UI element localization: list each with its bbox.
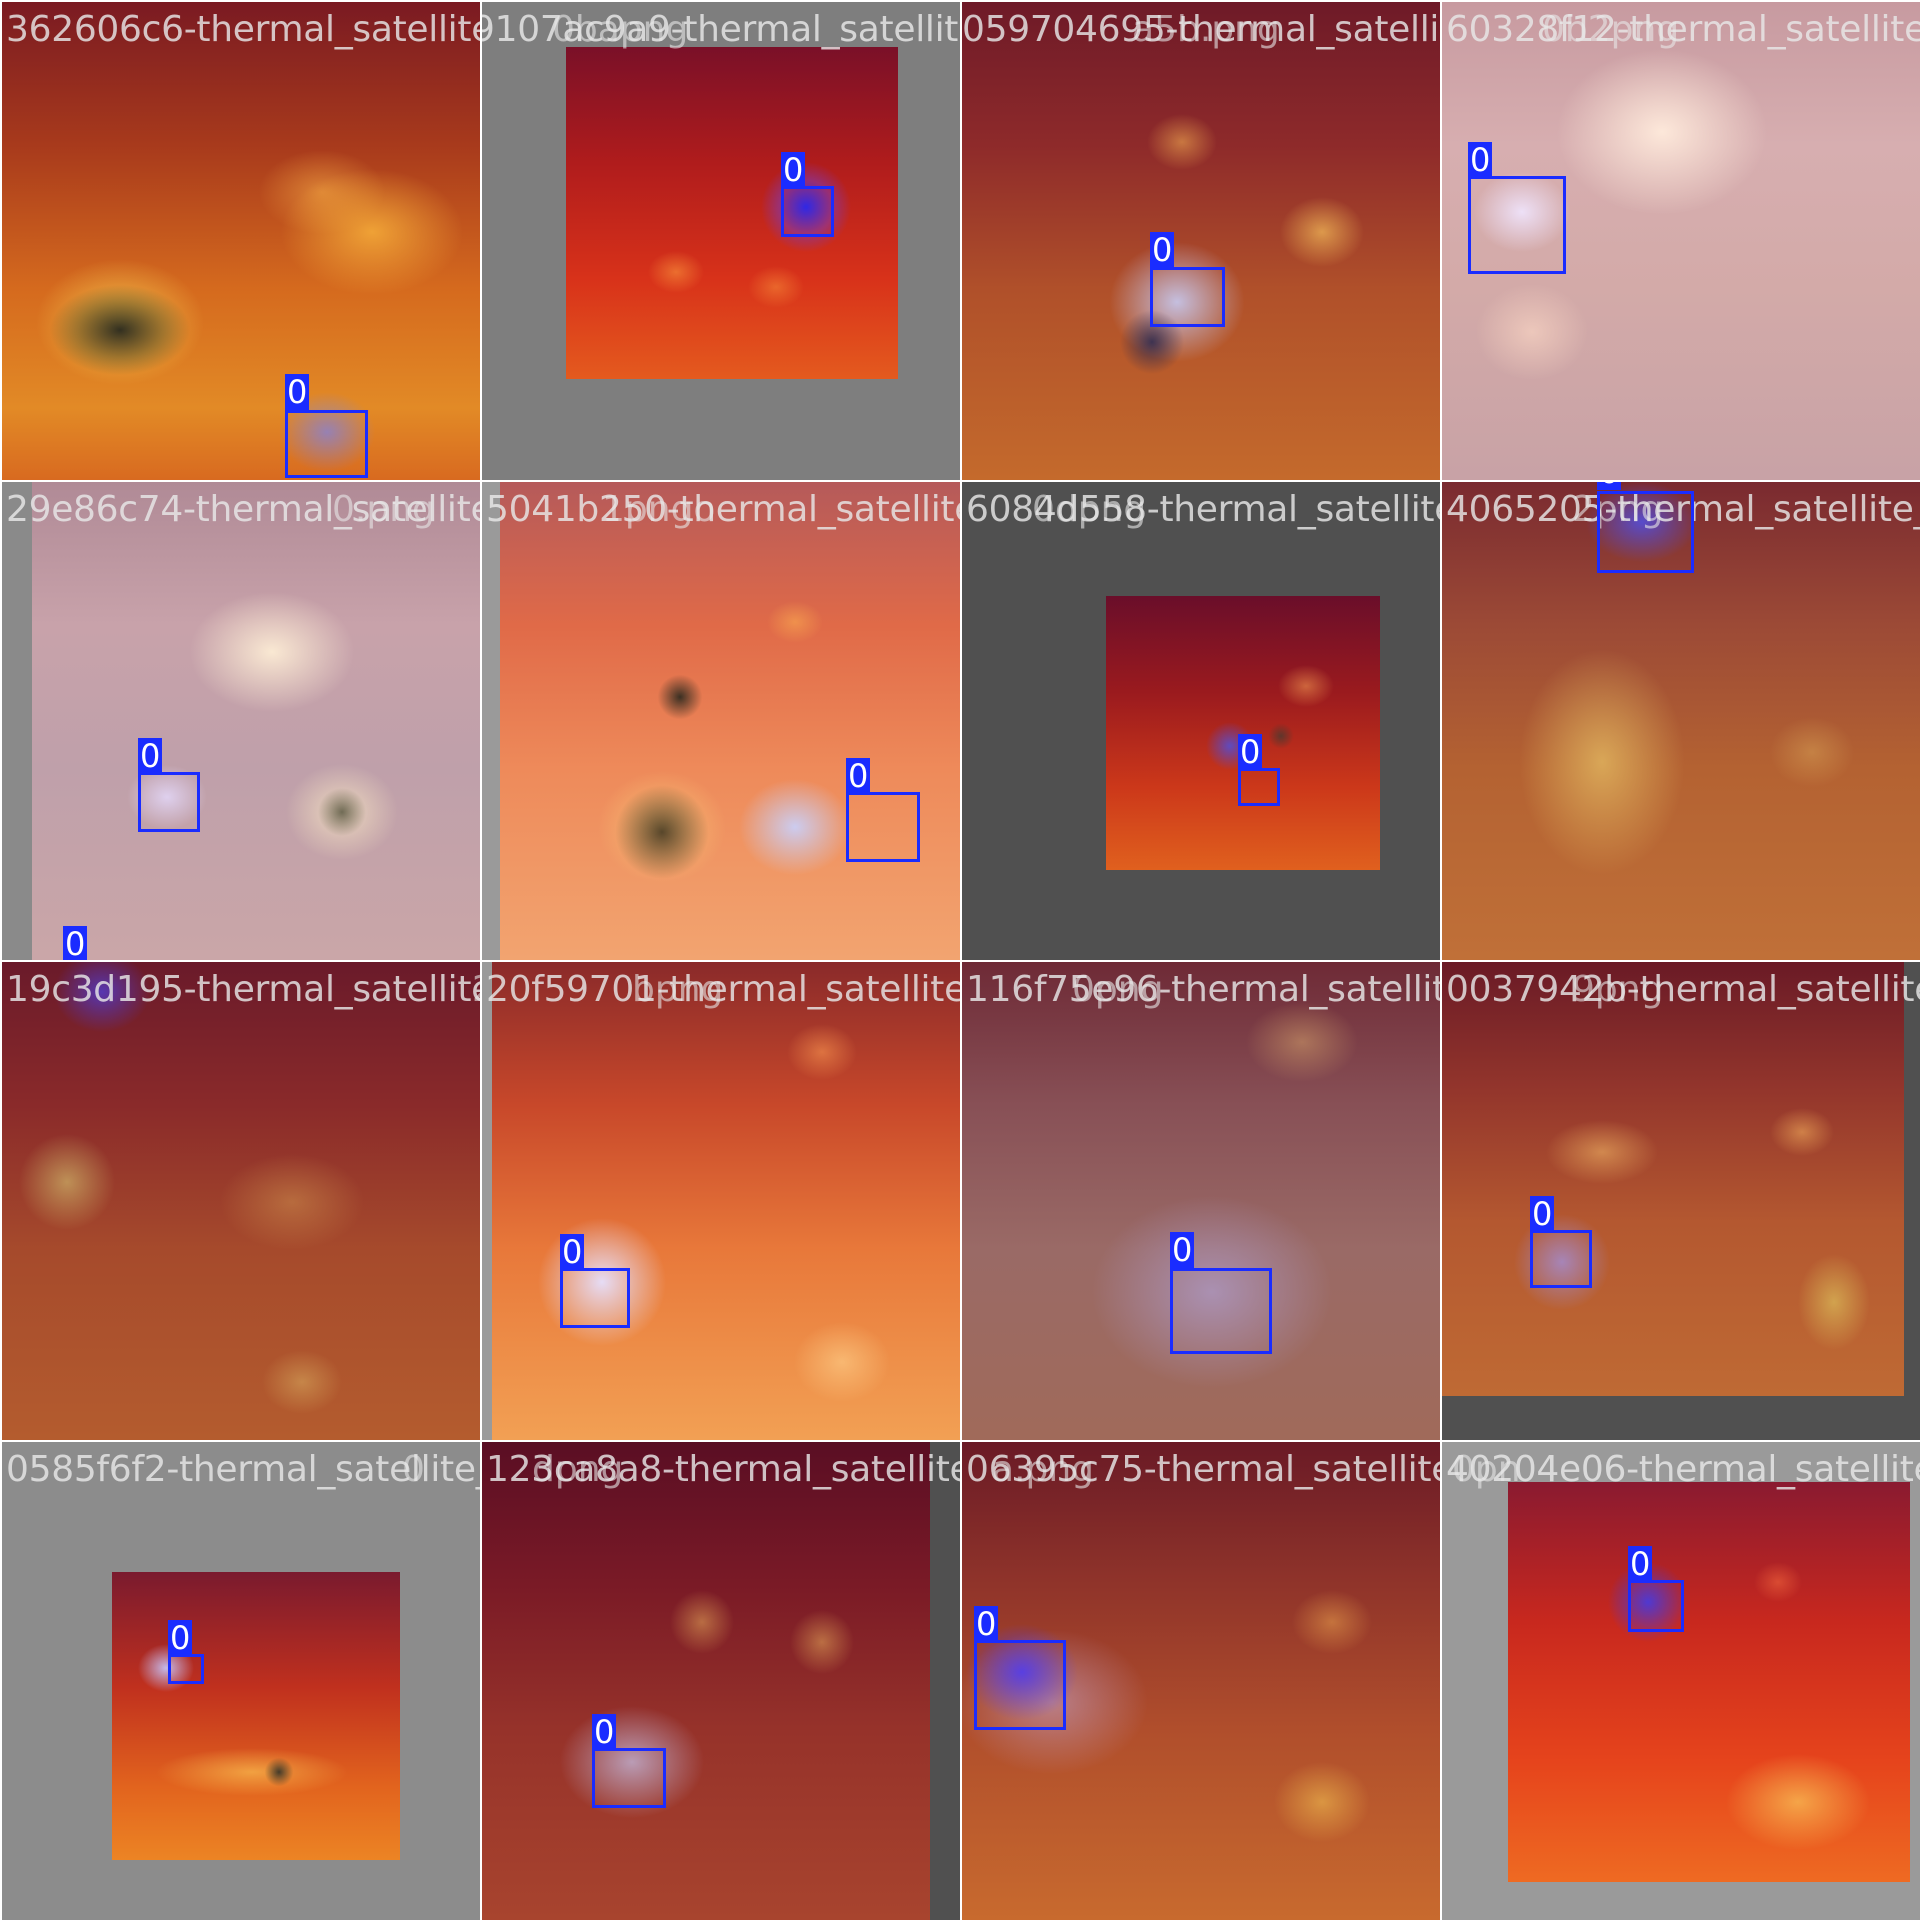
tile-filename: 40204e06-thermal_satellite_ <box>1446 1450 1920 1490</box>
class-label-badge: 0 <box>63 926 87 960</box>
thermal-image <box>112 1572 400 1860</box>
detection-box <box>1150 267 1225 327</box>
detection-box <box>1530 1230 1592 1288</box>
class-label-badge: 0 <box>1597 482 1621 490</box>
tile[interactable]: 0bapng 9107ac9a9-thermal_satellite_ 0 <box>482 2 960 480</box>
class-label-badge: 0 <box>846 758 870 794</box>
tile[interactable]: 0dpng 6084d558-thermal_satellite_ 0 <box>962 482 1440 960</box>
class-label-badge: 0 <box>1468 142 1492 178</box>
tile[interactable]: 2png 4065205-thermal_satellite_ 0 <box>1442 482 1920 960</box>
class-label-badge: 0 <box>285 374 309 410</box>
tile-filename: 9107ac9a9-thermal_satellite_ <box>482 10 960 50</box>
tile-filename: 362606c6-thermal_satellite_ <box>6 10 480 50</box>
thermal-image <box>32 482 480 960</box>
tile-filename: 19c3d195-thermal_satellite_ <box>6 970 480 1010</box>
detection-box <box>781 186 834 237</box>
class-label-badge: 0 <box>592 1714 616 1750</box>
tile-filename: 20f59701-thermal_satellite_ <box>486 970 960 1010</box>
detection-box <box>974 1640 1066 1730</box>
tile[interactable]: 1pngo 5041b250-thermal_satellite_ 0 <box>482 482 960 960</box>
thermal-image <box>2 962 480 1440</box>
thermal-image <box>500 482 960 960</box>
tile[interactable]: 0png 116f75e96-thermal_satellite_ 0 <box>962 962 1440 1440</box>
tile-filename: 116f75e96-thermal_satellite_ <box>966 970 1440 1010</box>
tile[interactable]: 20 19c3d195-thermal_satellite_ <box>2 962 480 1440</box>
thermal-image <box>1442 962 1904 1396</box>
tile-filename: 60328f12-thermal_satellite_ <box>1446 10 1920 50</box>
thermal-image <box>566 47 898 379</box>
detection-box <box>1170 1268 1272 1354</box>
detection-box <box>138 772 200 832</box>
class-label-badge: 0 <box>1530 1196 1554 1232</box>
tile[interactable]: bpng 20f59701-thermal_satellite_ 0 <box>482 962 960 1440</box>
class-label-badge: 0 <box>138 738 162 774</box>
detection-box <box>285 410 368 478</box>
tile-filename: 059704695-thermal_satellite_ <box>962 10 1440 50</box>
detection-box <box>592 1748 666 1808</box>
tile[interactable]: 9png 0037942b-thermal_satellite_ 0 <box>1442 962 1920 1440</box>
tile[interactable]: 0b2png 60328f12-thermal_satellite_ 0 <box>1442 2 1920 480</box>
detection-box <box>560 1268 630 1328</box>
tile[interactable]: a.png 06395c75-thermal_satellite_ 0 <box>962 1442 1440 1920</box>
class-label-badge: 0 <box>1628 1546 1652 1582</box>
tile[interactable]: dpng 123ca8a8-thermal_satellite_ 0 <box>482 1442 960 1920</box>
tile-filename: 123ca8a8-thermal_satellite_ <box>486 1450 960 1490</box>
class-label-badge: 0 <box>781 152 805 188</box>
thermal-image <box>962 962 1440 1440</box>
tile-filename: 0037942b-thermal_satellite_ <box>1446 970 1920 1010</box>
class-label-badge: 0 <box>168 1620 192 1656</box>
tile[interactable]: 362606c6-thermal_satellite_ 0 <box>2 2 480 480</box>
detection-box <box>1468 176 1566 274</box>
class-label-badge: 0 <box>1150 232 1174 268</box>
thermal-image <box>2 2 480 480</box>
tile-filename: 5041b250-thermal_satellite_ <box>486 490 960 530</box>
thermal-image <box>1508 1482 1910 1882</box>
detection-box <box>1597 491 1694 573</box>
tile[interactable]: a5b.png 059704695-thermal_satellite_ 0 <box>962 2 1440 480</box>
detection-box <box>1238 768 1280 806</box>
detection-box <box>1628 1580 1684 1632</box>
tile-filename: 6084d558-thermal_satellite_ <box>966 490 1440 530</box>
detection-box <box>846 792 920 862</box>
tile-filename: 0585f6f2-thermal_satellite_ <box>6 1450 480 1490</box>
tile-filename: 29e86c74-thermal_satellite_ <box>6 490 480 530</box>
class-label-badge: 0 <box>560 1234 584 1270</box>
tile[interactable]: 0pn 40204e06-thermal_satellite_ 0 <box>1442 1442 1920 1920</box>
thermal-image <box>962 2 1440 480</box>
class-label-badge: 0 <box>974 1606 998 1642</box>
tile-filename: 06395c75-thermal_satellite_ <box>966 1450 1440 1490</box>
tile[interactable]: 0.png 29e86c74-thermal_satellite_ 0 0 <box>2 482 480 960</box>
class-label-badge: 0 <box>1170 1232 1194 1268</box>
tile[interactable]: 0 0585f6f2-thermal_satellite_ 0 <box>2 1442 480 1920</box>
class-label-badge: 0 <box>1238 734 1262 770</box>
thermal-image <box>482 1442 930 1920</box>
thermal-image <box>492 962 960 1440</box>
detection-box <box>168 1654 204 1684</box>
